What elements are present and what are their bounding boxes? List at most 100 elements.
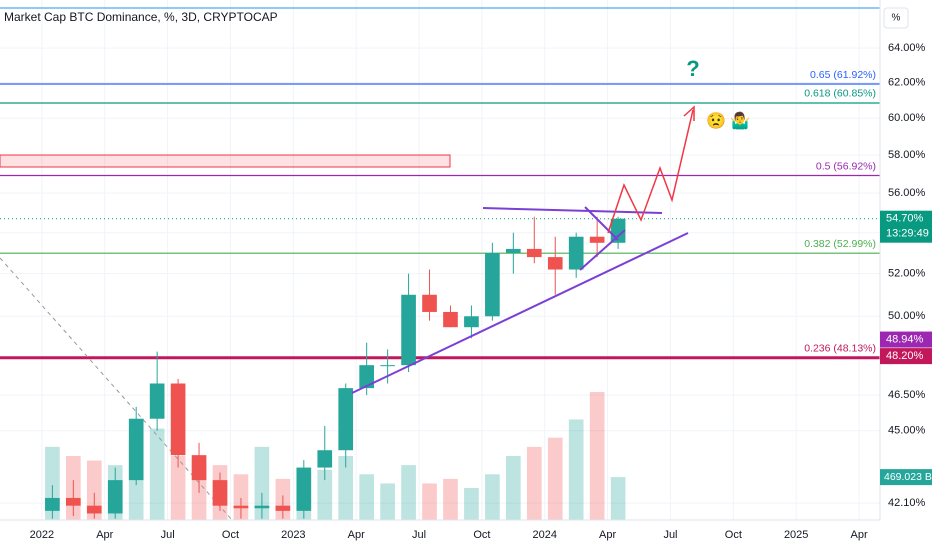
volume	[45, 392, 626, 520]
y-tick-label: 46.50%	[888, 389, 926, 401]
candle-body	[380, 365, 395, 367]
fib-label: 0.5 (56.92%)	[816, 160, 876, 172]
candle-body	[464, 316, 479, 328]
volume-bar	[401, 465, 416, 520]
price-label: 48.20%	[886, 350, 924, 362]
x-tick-label: 2023	[281, 529, 305, 541]
trend-line	[482, 207, 663, 214]
y-tick-label: 62.00%	[888, 77, 926, 89]
y-tick-label: 52.00%	[888, 268, 926, 280]
x-tick-label: Apr	[96, 529, 113, 541]
annotation: 🤷‍♂️	[730, 111, 750, 130]
volume-bar	[86, 460, 102, 520]
candle-body	[128, 418, 144, 481]
fib-label: 0.236 (48.13%)	[804, 342, 876, 354]
annotation: ?	[686, 56, 699, 81]
volume-bar	[589, 392, 605, 520]
y-tick-label: 42.10%	[888, 497, 926, 509]
candle-body	[401, 294, 416, 366]
time-axis	[0, 520, 932, 550]
x-tick-label: 2022	[30, 529, 54, 541]
volume-bar	[380, 483, 395, 520]
volume-label-box	[880, 469, 932, 486]
volume-bar	[149, 428, 165, 520]
candle-body	[45, 497, 60, 511]
x-tick-label: 2025	[784, 529, 808, 541]
x-tick-label: Jul	[663, 529, 677, 541]
candle-body	[568, 236, 584, 270]
candle-body	[66, 497, 81, 506]
volume-bar	[422, 483, 437, 520]
scale-button-label[interactable]: %	[892, 13, 901, 24]
scale-button[interactable]	[883, 7, 909, 29]
candle-body	[191, 455, 207, 481]
candle-body	[506, 248, 521, 253]
annotation: 😟	[706, 112, 726, 130]
volume-bar	[317, 469, 333, 520]
trend-line	[584, 206, 619, 241]
candle-body	[107, 480, 123, 514]
candle-body	[86, 505, 102, 514]
volume-bar	[506, 456, 521, 520]
fib-label: 0.618 (60.85%)	[804, 88, 876, 100]
volume-bar	[568, 419, 584, 520]
x-tick-label: 2024	[533, 529, 557, 541]
volume-bar	[359, 474, 374, 520]
trend-line	[579, 229, 626, 271]
volume-bar	[443, 478, 458, 520]
candle-body	[547, 257, 563, 270]
x-tick-label: Apr	[599, 529, 616, 541]
x-tick-label: Oct	[725, 529, 742, 541]
candle-body	[254, 505, 270, 509]
x-tick-label: Jul	[161, 529, 175, 541]
fib-label: 0.382 (52.99%)	[804, 238, 876, 250]
candles	[45, 216, 626, 519]
volume-bar	[170, 456, 186, 520]
y-tick-label: 64.00%	[888, 42, 926, 54]
axes: 42.10%45.00%46.50%50.00%52.00%54.00%56.0…	[30, 42, 932, 541]
candle-body	[233, 505, 249, 509]
fib-levels: 0.65 (61.92%) 0.618 (60.85%) 0.5 (56.92%) 0…	[0, 69, 880, 360]
x-tick-label: Oct	[473, 529, 490, 541]
price-label-box	[880, 331, 932, 348]
trend-line	[351, 232, 689, 394]
candle-body	[526, 248, 542, 258]
candle-body	[359, 365, 374, 389]
candle-body	[275, 505, 291, 511]
volume-bar	[338, 456, 354, 520]
volume-bar	[254, 446, 270, 520]
candle-body	[443, 311, 458, 328]
candle-body	[589, 236, 605, 243]
y-tick-label: 60.00%	[888, 112, 926, 124]
fib-label: 0.65 (61.92%)	[810, 69, 876, 81]
y-tick-label: 50.00%	[888, 310, 926, 322]
candle-body	[422, 294, 437, 312]
volume-bar	[547, 437, 563, 520]
candle-body	[317, 450, 333, 468]
price-label-box	[880, 348, 932, 365]
price-label: 48.94%	[886, 333, 924, 345]
countdown-label: 13:29:49	[886, 228, 929, 240]
x-tick-label: Jul	[412, 529, 426, 541]
candle-body	[212, 480, 228, 506]
y-tick-label: 56.00%	[888, 187, 926, 199]
x-tick-label: Oct	[222, 529, 239, 541]
candle-body	[170, 383, 186, 456]
price-label: 54.70%	[886, 213, 924, 225]
y-tick-label: 45.00%	[888, 425, 926, 437]
volume-bar	[233, 474, 249, 520]
candle-body	[149, 383, 165, 419]
resistance-zone	[0, 154, 451, 168]
volume-bar	[485, 474, 500, 520]
x-tick-label: Apr	[850, 529, 867, 541]
candle-body	[296, 467, 312, 511]
projection-path	[607, 109, 694, 234]
volume-label: 469.023 B	[884, 471, 932, 483]
y-tick-label: 58.00%	[888, 149, 926, 161]
candle-body	[485, 252, 500, 317]
x-tick-label: Apr	[348, 529, 365, 541]
volume-bar	[526, 446, 542, 520]
volume-bar	[610, 477, 626, 520]
